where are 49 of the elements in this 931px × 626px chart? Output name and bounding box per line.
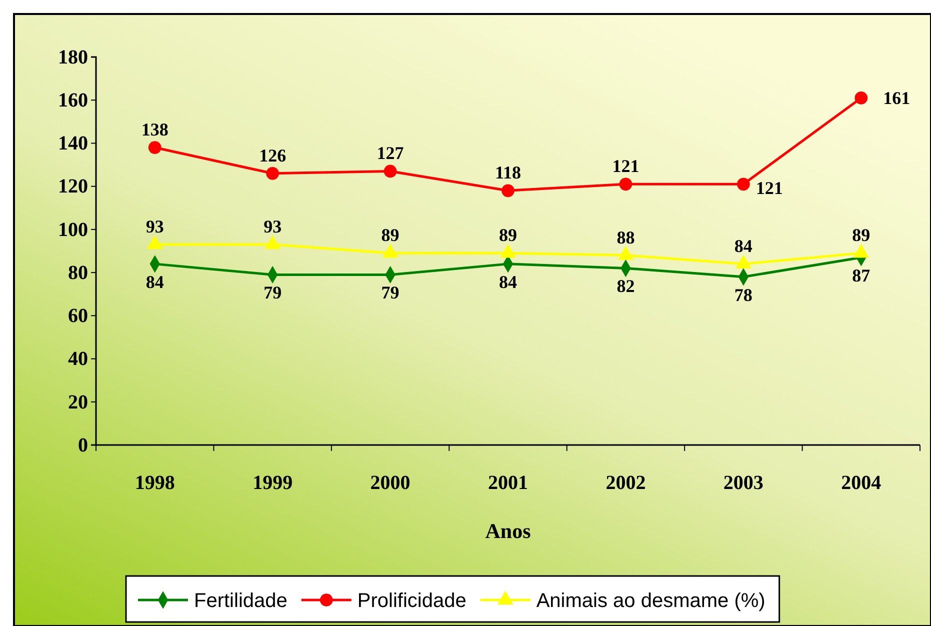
data-label: 84	[499, 272, 517, 292]
data-label: 79	[264, 282, 282, 303]
y-tick-label: 100	[58, 218, 88, 241]
point	[502, 184, 514, 198]
y-tick-label: 80	[68, 262, 88, 284]
legend-label: Animais ao desmame (%)	[536, 590, 766, 612]
data-label: 89	[499, 225, 517, 246]
data-label: 127	[376, 143, 404, 164]
data-label: 89	[381, 225, 400, 246]
data-label: 118	[494, 162, 522, 183]
y-tick-label: 0	[78, 434, 88, 456]
data-label: 121	[612, 156, 640, 176]
data-label: 93	[146, 216, 164, 237]
data-label: 161	[883, 88, 910, 108]
point	[266, 166, 280, 180]
data-label: 82	[616, 276, 635, 296]
x-tick-label: 1999	[252, 472, 293, 494]
y-tick-label: 20	[68, 391, 88, 414]
x-tick-label: 2004	[841, 472, 882, 494]
point	[854, 92, 868, 104]
y-tick-label: 40	[68, 348, 88, 370]
y-tick-label: 140	[58, 132, 88, 155]
data-label: 84	[734, 236, 752, 256]
data-label: 78	[734, 284, 752, 305]
data-label: 89	[852, 225, 870, 246]
data-label: 79	[381, 282, 400, 303]
point	[148, 141, 162, 154]
data-label: 84	[146, 272, 164, 292]
x-tick-label: 2001	[488, 472, 528, 494]
point	[619, 178, 632, 191]
y-tick-label: 60	[68, 305, 88, 328]
x-axis-title: Anos	[485, 519, 531, 543]
data-label: 138	[141, 120, 168, 140]
legend-label: Prolificidade	[357, 590, 466, 612]
point	[384, 164, 397, 178]
data-label: 121	[756, 178, 783, 198]
x-tick-label: 2003	[723, 472, 764, 494]
data-label: 88	[616, 227, 635, 248]
x-tick-label: 2002	[606, 472, 646, 494]
y-tick-label: 160	[58, 90, 88, 112]
data-label: 87	[852, 265, 870, 286]
y-tick-label: 120	[58, 176, 88, 198]
legend-label: Fertilidade	[194, 590, 288, 612]
data-label: 126	[259, 145, 286, 166]
x-tick-label: 1998	[134, 472, 175, 494]
y-tick-label: 180	[58, 46, 88, 68]
point	[736, 178, 750, 191]
x-tick-label: 2000	[370, 472, 410, 494]
data-label: 93	[264, 216, 282, 237]
